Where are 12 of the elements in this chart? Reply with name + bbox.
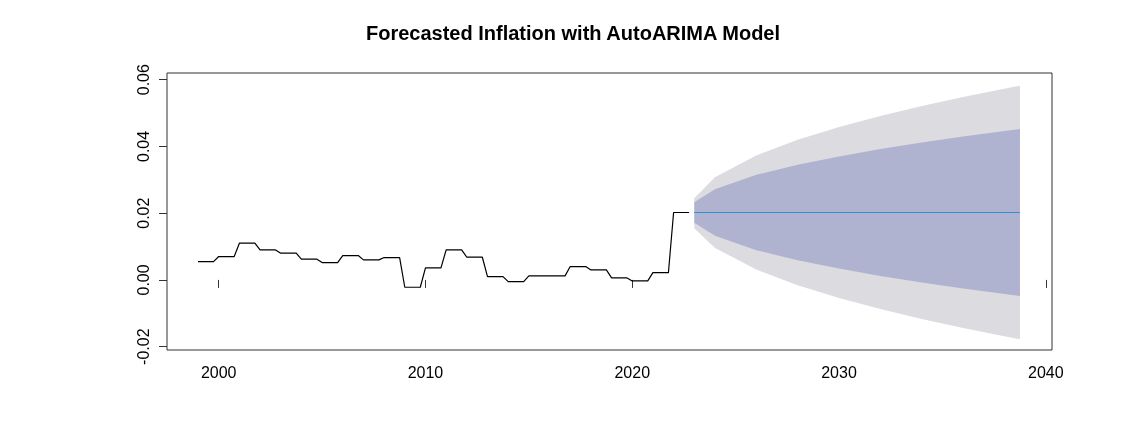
y-tick-label: 0.06	[134, 64, 152, 96]
y-tick-label: 0.00	[134, 264, 152, 296]
y-tick-label: 0.02	[134, 197, 152, 229]
x-tick-label: 2020	[614, 363, 651, 381]
x-tick-label: 2040	[1028, 363, 1064, 381]
y-tick-label: -0.02	[134, 328, 152, 365]
chart-title: Forecasted Inflation with AutoARIMA Model	[365, 22, 781, 44]
x-tick-label: 2010	[407, 363, 444, 381]
x-tick-label: 2000	[200, 363, 237, 381]
line-series	[197, 211, 690, 288]
x-tick-label: 2030	[821, 363, 857, 381]
y-tick-label: 0.04	[134, 130, 152, 162]
